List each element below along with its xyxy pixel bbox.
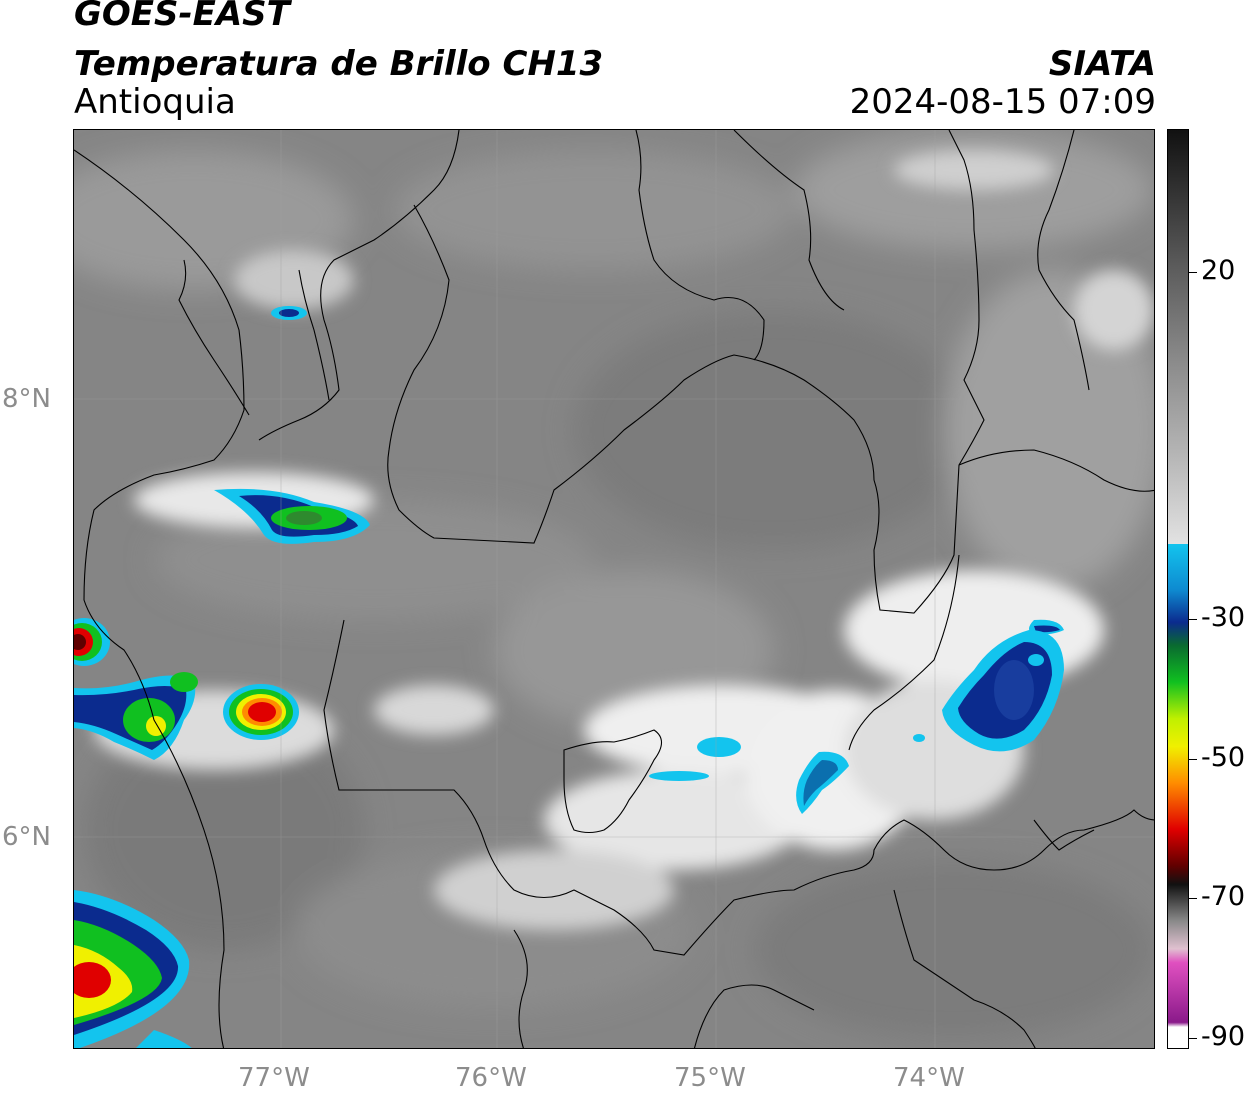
title-line2: Temperatura de Brillo CH13 [74,44,604,84]
title-line1: GOES-EAST [74,0,290,34]
lat-label-8n: 8°N [2,384,51,414]
convective-cell-east [913,619,1064,752]
timestamp-label: 2024-08-15 07:09 [849,82,1156,122]
convective-cell-southwest [74,890,192,1048]
colorbar-label-neg90: -90 [1201,1021,1246,1052]
convective-cell-choco-center [223,684,299,740]
colorbar-tick [1189,619,1197,620]
lat-label-6n: 6°N [2,822,51,852]
convective-cell-north-coast [271,306,307,320]
colorbar-tick [1189,759,1197,760]
lon-label-75w: 75°W [674,1063,746,1093]
brand-label: SIATA [1048,44,1156,84]
convective-cell-central [649,737,849,814]
colorbar-tick [1189,898,1197,899]
map-graphic [74,130,1154,1048]
colorbar-label-neg50: -50 [1201,742,1246,773]
colorbar-label-neg30: -30 [1201,602,1246,633]
lon-label-76w: 76°W [455,1063,527,1093]
colorbar-label-20: 20 [1201,255,1236,286]
satellite-map [73,129,1155,1049]
borders [74,130,1154,1048]
convective-cell-uraba [214,488,370,544]
lon-label-77w: 77°W [238,1063,310,1093]
colorbar-label-neg70: -70 [1201,881,1246,912]
colorbar-tick [1189,272,1197,273]
graticule [74,130,1154,1048]
lon-label-74w: 74°W [893,1063,965,1093]
colorbar-tick [1189,1038,1197,1039]
region-label: Antioquia [74,82,236,122]
colorbar-gradient [1168,130,1188,1048]
colorbar [1167,129,1189,1049]
